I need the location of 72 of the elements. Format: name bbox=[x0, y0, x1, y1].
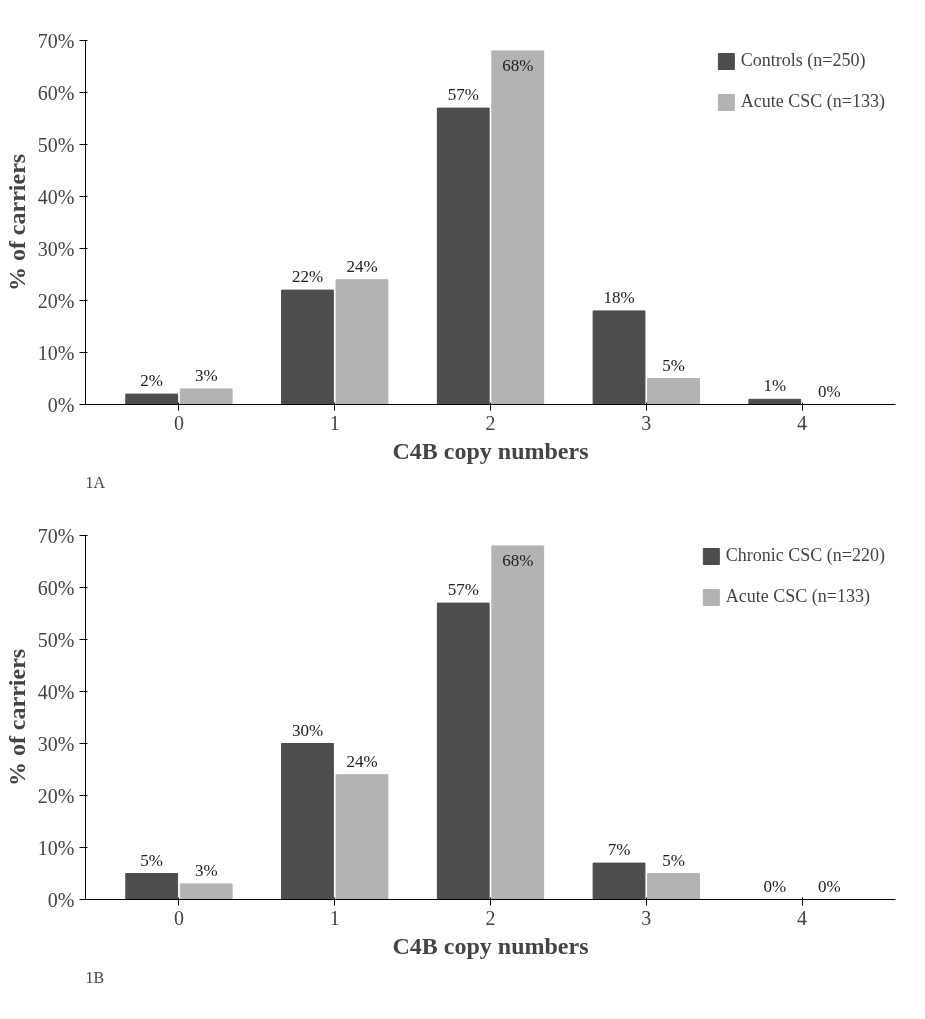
data-label: 5% bbox=[662, 355, 685, 375]
bar bbox=[592, 310, 646, 405]
legend-label: Acute CSC (n=133) bbox=[725, 586, 870, 607]
bar bbox=[125, 873, 179, 900]
x-tick-label: 3 bbox=[641, 906, 652, 929]
data-label: 57% bbox=[447, 580, 479, 600]
y-tick-label: 20% bbox=[37, 784, 75, 807]
x-axis-title: C4B copy numbers bbox=[392, 932, 589, 959]
data-label: 7% bbox=[607, 840, 631, 860]
text: 1B bbox=[85, 968, 105, 986]
x-tick-label: 0 bbox=[173, 411, 184, 434]
bar bbox=[491, 545, 545, 900]
bar bbox=[335, 279, 389, 405]
data-label: 5% bbox=[140, 850, 164, 870]
bar bbox=[491, 50, 545, 405]
x-tick-label: 2 bbox=[485, 411, 496, 434]
bar bbox=[647, 873, 700, 900]
bar bbox=[436, 107, 490, 405]
data-label: 68% bbox=[502, 550, 534, 570]
y-tick-label: 50% bbox=[37, 628, 75, 651]
x-tick-label: 1 bbox=[329, 906, 340, 929]
x-tick-label: 1 bbox=[329, 411, 340, 434]
data-label: 2% bbox=[140, 371, 164, 391]
bar bbox=[179, 388, 233, 405]
y-tick-label: 30% bbox=[37, 732, 75, 755]
y-tick-label: 60% bbox=[37, 576, 75, 599]
y-tick-label: 60% bbox=[37, 81, 75, 104]
data-label: 68% bbox=[502, 55, 534, 75]
legend-label: Controls (n=250) bbox=[740, 50, 866, 71]
y-tick-label: 30% bbox=[37, 237, 75, 260]
y-tick-label: 40% bbox=[37, 185, 75, 208]
y-tick-label: 10% bbox=[37, 341, 75, 364]
bar bbox=[281, 743, 334, 900]
bar bbox=[125, 393, 179, 405]
data-label: 30% bbox=[291, 720, 324, 740]
data-label: 3% bbox=[194, 860, 218, 880]
data-label: 18% bbox=[603, 287, 635, 307]
data-label: 3% bbox=[194, 365, 218, 385]
y-tick-label: 70% bbox=[37, 29, 75, 52]
x-tick-label: 2 bbox=[485, 906, 496, 929]
text: 1A bbox=[85, 473, 106, 491]
y-tick-label: 40% bbox=[37, 680, 75, 703]
x-tick-label: 3 bbox=[641, 411, 652, 434]
y-tick-label: 10% bbox=[37, 836, 75, 859]
data-label: 57% bbox=[447, 85, 479, 105]
x-tick-label: 0 bbox=[173, 906, 184, 929]
data-label: 22% bbox=[291, 267, 324, 287]
y-tick-label: 70% bbox=[37, 524, 75, 547]
data-label: 0% bbox=[763, 876, 787, 896]
data-label: 24% bbox=[346, 256, 378, 276]
y-tick-label: 0% bbox=[47, 888, 75, 911]
legend-label: Acute CSC (n=133) bbox=[740, 91, 885, 112]
y-axis-title: % of carriers bbox=[3, 153, 30, 292]
legend-label: Chronic CSC (n=220) bbox=[725, 545, 885, 566]
data-label: 0% bbox=[817, 381, 841, 401]
x-axis-title: C4B copy numbers bbox=[392, 437, 589, 464]
x-tick-label: 4 bbox=[797, 906, 808, 929]
y-tick-label: 50% bbox=[37, 133, 75, 156]
bar bbox=[179, 883, 233, 900]
x-tick-label: 4 bbox=[797, 411, 808, 434]
bar bbox=[335, 774, 389, 900]
y-axis-title: % of carriers bbox=[3, 648, 30, 787]
y-tick-label: 0% bbox=[47, 393, 75, 416]
y-tick-label: 20% bbox=[37, 289, 75, 312]
bar bbox=[436, 602, 490, 900]
data-label: 5% bbox=[662, 850, 685, 870]
bar bbox=[592, 862, 646, 900]
data-label: 1% bbox=[763, 376, 787, 396]
bar bbox=[281, 289, 334, 405]
bar bbox=[647, 378, 700, 405]
data-label: 24% bbox=[346, 751, 378, 771]
data-label: 0% bbox=[817, 876, 841, 896]
